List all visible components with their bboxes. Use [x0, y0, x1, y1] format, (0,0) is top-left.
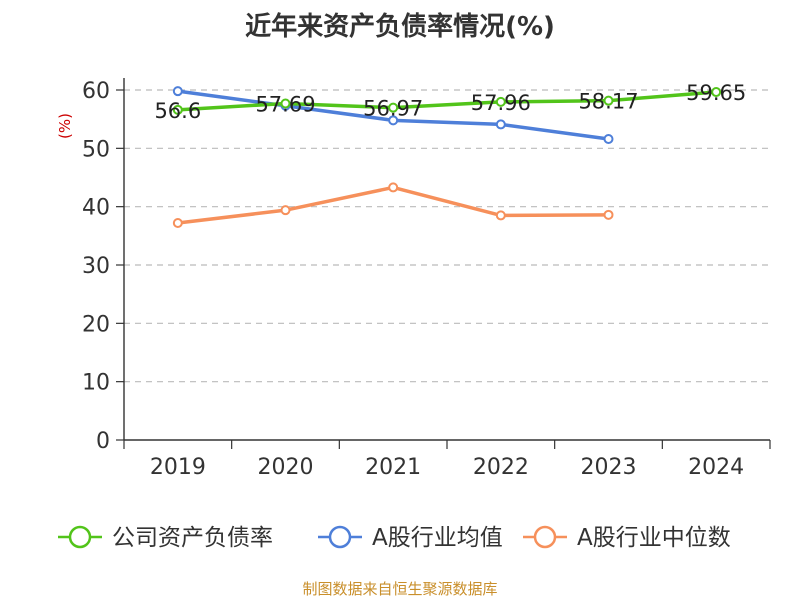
legend: 公司资产负债率 A股行业均值 A股行业中位数 — [58, 525, 731, 551]
data-point — [172, 86, 183, 97]
data-label: 57.96 — [471, 91, 531, 115]
series-2 — [172, 182, 614, 228]
data-point — [388, 182, 399, 193]
y-tick-label: 60 — [82, 79, 110, 104]
data-point — [711, 87, 722, 98]
series-line — [177, 185, 609, 225]
x-tick-label: 2021 — [365, 455, 421, 480]
legend-circle-icon — [533, 525, 557, 549]
data-point — [495, 96, 506, 107]
y-tick-label: 30 — [82, 254, 110, 279]
y-axis-label: (%) — [56, 113, 74, 139]
series-lines — [172, 86, 722, 228]
gridlines — [124, 89, 770, 383]
x-tick-label: 2024 — [688, 455, 744, 480]
data-point — [603, 95, 614, 106]
x-tick-label: 2022 — [473, 455, 529, 480]
x-tick-label: 2019 — [150, 455, 206, 480]
legend-label: 公司资产负债率 — [112, 525, 273, 551]
data-point — [603, 134, 614, 144]
y-tick-label: 0 — [96, 429, 110, 454]
y-tick-label: 10 — [82, 371, 110, 396]
x-tick-label: 2023 — [581, 455, 637, 480]
data-label: 59.65 — [686, 81, 746, 105]
data-labels: 56.6 57.69 56.97 57.96 58.17 59.65 — [154, 81, 746, 123]
data-point — [388, 102, 399, 113]
data-label: 56.97 — [363, 97, 423, 121]
legend-circle-icon — [328, 525, 352, 549]
y-tick-label: 40 — [82, 196, 110, 221]
data-point — [280, 98, 291, 109]
source-footer: 制图数据来自恒生聚源数据库 — [302, 580, 498, 598]
legend-item[interactable]: 公司资产负债率 — [58, 525, 273, 551]
chart-title: 近年来资产负债率情况(%) — [245, 12, 555, 42]
data-point — [495, 119, 506, 130]
data-label: 57.69 — [255, 92, 315, 116]
x-tick-label: 2020 — [258, 455, 314, 480]
data-point — [603, 209, 614, 220]
y-tick-label: 50 — [82, 137, 110, 162]
data-point — [388, 115, 399, 126]
data-point — [280, 205, 291, 216]
data-label: 56.6 — [154, 99, 201, 123]
series-line — [177, 90, 717, 112]
legend-item[interactable]: A股行业中位数 — [523, 525, 731, 551]
legend-item[interactable]: A股行业均值 — [318, 525, 503, 551]
y-tick-label: 20 — [82, 312, 110, 337]
data-label: 58.17 — [578, 90, 638, 114]
legend-label: A股行业均值 — [372, 525, 503, 551]
legend-label: A股行业中位数 — [577, 525, 731, 551]
data-point — [495, 210, 506, 221]
axes: 0 10 20 30 40 50 60 2019 2020 2021 2022 2023 2024 (%) — [56, 78, 771, 480]
series-0 — [172, 87, 722, 115]
data-point — [172, 218, 183, 228]
data-point — [172, 104, 183, 115]
legend-circle-icon — [68, 525, 92, 549]
